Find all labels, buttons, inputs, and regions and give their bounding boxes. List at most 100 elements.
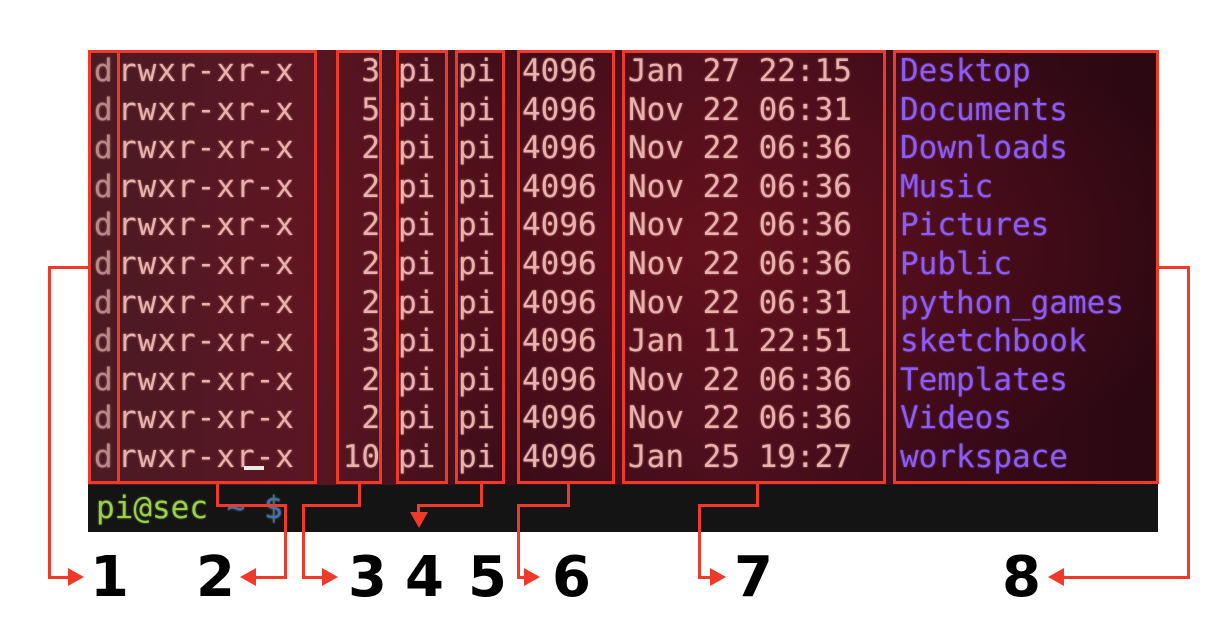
modified-date: Nov 22 06:31: [628, 91, 852, 128]
permissions: rwxr-xr-x: [118, 53, 295, 89]
modified-date: Jan 11 22:51: [628, 323, 852, 360]
file-type-char: d: [94, 91, 113, 128]
listing-row: d rwxr-xr-x 2 pi pi 4096 Nov 22 06:36 Public: [88, 245, 1158, 284]
box-permissions-column: [117, 50, 317, 484]
file-size: 4096: [522, 400, 597, 437]
file-size: 4096: [522, 91, 597, 128]
file-type-char: d: [94, 168, 113, 205]
file-size: 4096: [522, 130, 597, 167]
connector-8: [1158, 266, 1190, 269]
arrow-3: [322, 568, 338, 586]
label-1: 1: [90, 545, 129, 610]
group: pi: [458, 361, 496, 398]
prompt-bar[interactable]: pi@sec ~ $: [88, 485, 1158, 532]
permissions: rwxr-xr-x: [118, 168, 295, 205]
link-count: 5: [361, 91, 380, 128]
prompt-path: ~ $: [207, 490, 283, 526]
file-type-char: d: [94, 246, 113, 282]
file-type-char: d: [94, 207, 113, 244]
file-size: 4096: [522, 361, 597, 398]
dir-name[interactable]: Downloads: [900, 130, 1068, 167]
file-size: 4096: [522, 323, 597, 360]
dir-name[interactable]: workspace: [900, 439, 1068, 475]
file-type-char: d: [94, 323, 113, 360]
modified-date: Nov 22 06:36: [628, 361, 852, 398]
owner: pi: [398, 400, 436, 437]
arrow-7: [710, 568, 726, 586]
listing-row: d rwxr-xr-x 2 pi pi 4096 Nov 22 06:31 python_ga…: [88, 284, 1158, 323]
shell-prompt[interactable]: pi@sec ~ $: [96, 489, 283, 527]
listing-row: d rwxr-xr-x 2 pi pi 4096 Nov 22 06:36 Pictures: [88, 206, 1158, 245]
link-count: 2: [361, 361, 380, 398]
link-count: 2: [361, 284, 380, 321]
dir-name[interactable]: sketchbook: [900, 323, 1087, 360]
group: pi: [458, 91, 496, 128]
file-size: 4096: [522, 53, 597, 89]
listing-row: d rwxr-xr-x 2 pi pi 4096 Nov 22 06:36 Templates: [88, 361, 1158, 400]
permissions: rwxr-xr-x: [118, 130, 295, 167]
permissions: rwxr-xr-x: [118, 284, 295, 321]
connector-3: [302, 504, 305, 579]
connector-2: [216, 504, 287, 507]
link-count: 2: [361, 246, 380, 282]
connector-8: [1062, 576, 1190, 579]
dir-name[interactable]: Templates: [900, 361, 1068, 398]
modified-date: Jan 25 19:27: [628, 439, 852, 475]
link-count: 2: [361, 207, 380, 244]
box-date-column: [622, 50, 886, 484]
modified-date: Jan 27 22:15: [628, 53, 852, 89]
listing-row: d rwxr-xr-x 2 pi pi 4096 Nov 22 06:36 Videos: [88, 399, 1158, 438]
link-count: 3: [361, 323, 380, 360]
permissions: rwxr-xr-x: [118, 207, 295, 244]
connector-6: [567, 484, 570, 506]
connector-5: [480, 484, 483, 506]
owner: pi: [398, 284, 436, 321]
group: pi: [458, 246, 496, 282]
box-links-column: [336, 50, 382, 484]
link-count: 2: [361, 168, 380, 205]
connector-7: [698, 504, 701, 579]
label-7: 7: [734, 545, 773, 610]
group: pi: [458, 53, 496, 89]
listing-row: d rwxr-xr-x 10 pi pi 4096 Jan 25 19:27 workspac…: [88, 438, 1158, 477]
connector-5: [417, 504, 420, 514]
link-count: 10: [342, 439, 380, 475]
file-type-char: d: [94, 284, 113, 321]
connector-5: [417, 504, 483, 507]
dir-name[interactable]: Pictures: [900, 207, 1050, 244]
owner: pi: [398, 323, 436, 360]
connector-2: [216, 484, 219, 506]
dir-name[interactable]: Desktop: [900, 53, 1031, 89]
file-size: 4096: [522, 246, 597, 282]
connector-2: [284, 504, 287, 579]
dir-name[interactable]: Public: [900, 246, 1012, 282]
group: pi: [458, 130, 496, 167]
listing-row: d rwxr-xr-x 5 pi pi 4096 Nov 22 06:31 Documents: [88, 91, 1158, 130]
box-type-column: [88, 50, 120, 484]
permissions: rwxr-xr-x: [118, 91, 295, 128]
connector-1: [48, 576, 70, 579]
modified-date: Nov 22 06:36: [628, 400, 852, 437]
owner: pi: [398, 439, 436, 475]
label-5: 5: [468, 545, 507, 610]
group: pi: [458, 400, 496, 437]
dir-name[interactable]: python_games: [900, 284, 1124, 321]
box-owner-column: [396, 50, 448, 484]
dir-name[interactable]: Videos: [900, 400, 1012, 437]
dir-name[interactable]: Music: [900, 168, 994, 205]
listing-row: d rwxr-xr-x 3 pi pi 4096 Jan 11 22:51 sketchboo…: [88, 322, 1158, 361]
listing-row: d rwxr-xr-x 2 pi pi 4096 Nov 22 06:36 Music: [88, 168, 1158, 207]
group: pi: [458, 207, 496, 244]
dir-name[interactable]: Documents: [900, 91, 1068, 128]
connector-7: [698, 504, 759, 507]
owner: pi: [398, 361, 436, 398]
label-2: 2: [196, 545, 235, 610]
owner: pi: [398, 246, 436, 282]
owner: pi: [398, 91, 436, 128]
group: pi: [458, 284, 496, 321]
arrow-4: [410, 512, 428, 528]
file-type-char: d: [94, 53, 113, 89]
file-type-char: d: [94, 130, 113, 167]
label-3: 3: [348, 545, 387, 610]
owner: pi: [398, 130, 436, 167]
